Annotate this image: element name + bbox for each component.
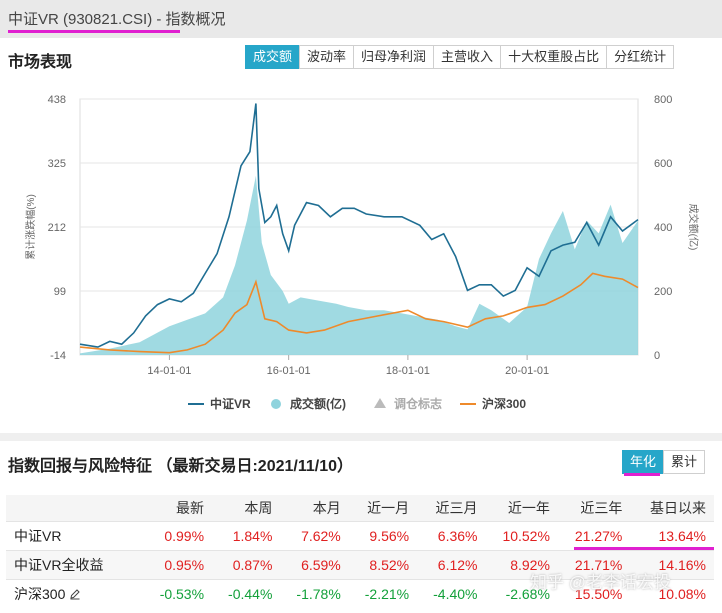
x-tick-label: 20-01-01 (505, 365, 549, 377)
pencil-icon[interactable] (69, 588, 81, 600)
legend-hs300-label: 沪深300 (482, 396, 526, 411)
row-name-label: 沪深300 (14, 586, 66, 602)
left-tick-label: 212 (48, 222, 66, 234)
watermark: 知乎 @老李话宏投 (530, 573, 671, 592)
right-axis-label: 成交额(亿) (687, 204, 700, 251)
table-cell: -1.78% (280, 579, 349, 608)
turnover-area (80, 175, 638, 355)
table-cell: 6.59% (280, 550, 349, 580)
table-cell: 6.36% (417, 521, 486, 551)
row-name: 沪深300 (6, 579, 144, 608)
table-cell: 0.95% (143, 550, 213, 580)
table-cell: -0.44% (212, 579, 281, 608)
market-section-title: 市场表现 (8, 54, 73, 71)
toggle-highlight-underline (624, 473, 660, 476)
hs300-line (79, 272, 639, 354)
tab-dividend[interactable]: 分红统计 (606, 45, 675, 69)
legend-rebalance-label: 调仓标志 (394, 396, 442, 411)
market-tabs: 成交额 波动率 归母净利润 主营收入 十大权重股占比 分红统计 (245, 45, 675, 69)
market-section-header: 市场表现 (0, 40, 722, 74)
col-header: 最新 (143, 495, 213, 522)
left-tick-label: 99 (54, 286, 66, 298)
chart-svg: 438 325 212 99 -14 800 600 400 200 0 14-01-01 16-01… (24, 94, 700, 411)
table-cell: 21.27% (557, 521, 631, 551)
table-cell: 6.12% (417, 550, 486, 580)
page-header: 中证VR (930821.CSI) - 指数概况 (0, 0, 722, 38)
legend-csi-vr-label: 中证VR (210, 396, 251, 411)
col-header: 本周 (212, 495, 281, 522)
col-header (6, 495, 144, 522)
right-tick-label: 800 (654, 94, 672, 106)
trade-date: （最新交易日:2021/11/10） (156, 458, 353, 475)
table-cell: -4.40% (417, 579, 486, 608)
return-highlight-underline (574, 547, 714, 550)
table-row: 沪深300 -0.53% -0.44% -1.78% -2.21% -4.40%… (6, 579, 714, 608)
right-tick-label: 400 (654, 222, 672, 234)
returns-title: 指数回报与风险特征 (8, 458, 153, 475)
tab-top10-weight[interactable]: 十大权重股占比 (500, 45, 608, 69)
right-tick-label: 0 (654, 350, 660, 362)
row-name: 中证VR全收益 (6, 550, 144, 580)
col-header: 近一年 (485, 495, 558, 522)
csi-vr-line (79, 103, 639, 348)
legend-turnover-label: 成交额(亿) (290, 396, 346, 411)
right-tick-label: 200 (654, 286, 672, 298)
tab-net-profit[interactable]: 归母净利润 (353, 45, 435, 69)
tab-revenue[interactable]: 主营收入 (433, 45, 502, 69)
table-cell: 10.08% (630, 579, 714, 608)
table-header-row: 最新 本周 本月 近一月 近三月 近一年 近三年 基日以来 (6, 495, 714, 522)
market-chart: 438 325 212 99 -14 800 600 400 200 0 14-01-01 16-01… (0, 75, 722, 425)
table-cell: -2.21% (348, 579, 418, 608)
col-header: 近三月 (417, 495, 486, 522)
table-cell: 0.87% (212, 550, 281, 580)
table-row: 中证VR全收益 0.95% 0.87% 6.59% 8.52% 6.12% 8.… (6, 550, 714, 580)
left-axis-label: 累计涨跌幅(%) (24, 194, 37, 260)
table-cell: 1.84% (212, 521, 281, 551)
left-tick-label: 325 (48, 158, 66, 170)
section-divider (0, 433, 722, 441)
toggle-cumulative[interactable]: 累计 (663, 450, 706, 474)
table-cell: 14.16% (630, 550, 714, 580)
row-name: 中证VR (6, 521, 144, 551)
legend-turnover-marker (271, 399, 281, 409)
table-cell: -2.68% (485, 579, 558, 608)
page-title: 中证VR (930821.CSI) - 指数概况 (8, 11, 226, 28)
tab-turnover[interactable]: 成交额 (245, 45, 301, 69)
x-tick-label: 18-01-01 (386, 365, 430, 377)
x-tick-label: 16-01-01 (267, 365, 311, 377)
col-header: 近三年 (557, 495, 631, 522)
returns-table: 最新 本周 本月 近一月 近三月 近一年 近三年 基日以来 中证VR 0.99%… (6, 495, 714, 608)
table-cell: 7.62% (280, 521, 349, 551)
returns-section-title: 指数回报与风险特征 （最新交易日:2021/11/10） (8, 452, 353, 476)
col-header: 本月 (280, 495, 349, 522)
right-tick-label: 600 (654, 158, 672, 170)
table-cell: -0.53% (143, 579, 213, 608)
title-highlight-underline (8, 30, 180, 33)
x-tick-label: 14-01-01 (147, 365, 191, 377)
left-tick-label: -14 (50, 350, 66, 362)
col-header: 近一月 (348, 495, 418, 522)
table-cell: 0.99% (143, 521, 213, 551)
col-header: 基日以来 (630, 495, 714, 522)
left-tick-label: 438 (48, 94, 66, 106)
table-cell: 8.92% (485, 550, 558, 580)
legend-rebalance-marker (374, 398, 386, 408)
table-cell: 8.52% (348, 550, 418, 580)
table-cell: 9.56% (348, 521, 418, 551)
table-cell: 10.52% (485, 521, 558, 551)
table-row: 中证VR 0.99% 1.84% 7.62% 9.56% 6.36% 10.52… (6, 521, 714, 551)
return-mode-toggle: 年化 累计 (622, 450, 706, 474)
table-cell: 13.64% (630, 521, 714, 551)
table-cell: 21.71% (557, 550, 631, 580)
toggle-annualized[interactable]: 年化 (622, 450, 665, 474)
table-cell: 15.50% (557, 579, 631, 608)
tab-volatility[interactable]: 波动率 (299, 45, 355, 69)
